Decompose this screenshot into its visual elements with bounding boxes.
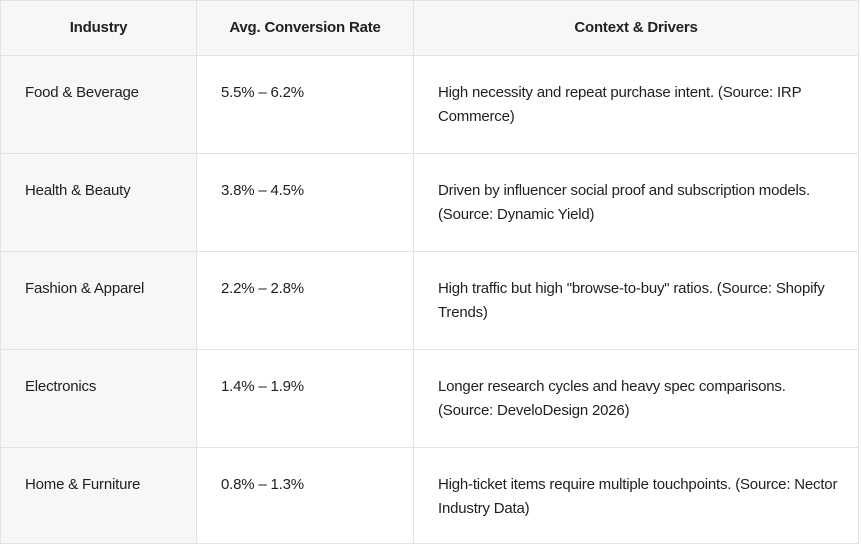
table-row: Food & Beverage 5.5% – 6.2% High necessi… bbox=[0, 55, 859, 154]
industry-cell: Fashion & Apparel bbox=[0, 251, 197, 350]
table-row: Fashion & Apparel 2.2% – 2.8% High traff… bbox=[0, 251, 859, 350]
conversion-rate-cell: 3.8% – 4.5% bbox=[196, 153, 414, 252]
conversion-rate-cell: 5.5% – 6.2% bbox=[196, 55, 414, 154]
table-row: Electronics 1.4% – 1.9% Longer research … bbox=[0, 349, 859, 448]
table-row: Health & Beauty 3.8% – 4.5% Driven by in… bbox=[0, 153, 859, 252]
industry-cell: Food & Beverage bbox=[0, 55, 197, 154]
conversion-rate-cell: 2.2% – 2.8% bbox=[196, 251, 414, 350]
table-header-row: Industry Avg. Conversion Rate Context & … bbox=[0, 0, 859, 56]
conversion-rate-cell: 0.8% – 1.3% bbox=[196, 447, 414, 544]
table-row: Home & Furniture 0.8% – 1.3% High-ticket… bbox=[0, 447, 859, 544]
context-cell: Driven by influencer social proof and su… bbox=[413, 153, 859, 252]
header-industry: Industry bbox=[0, 0, 197, 56]
header-avg-conversion-rate: Avg. Conversion Rate bbox=[196, 0, 414, 56]
conversion-rate-cell: 1.4% – 1.9% bbox=[196, 349, 414, 448]
context-cell: Longer research cycles and heavy spec co… bbox=[413, 349, 859, 448]
industry-cell: Health & Beauty bbox=[0, 153, 197, 252]
industry-cell: Home & Furniture bbox=[0, 447, 197, 544]
context-cell: High necessity and repeat purchase inten… bbox=[413, 55, 859, 154]
header-context-drivers: Context & Drivers bbox=[413, 0, 859, 56]
context-cell: High-ticket items require multiple touch… bbox=[413, 447, 859, 544]
context-cell: High traffic but high "browse-to-buy" ra… bbox=[413, 251, 859, 350]
industry-cell: Electronics bbox=[0, 349, 197, 448]
